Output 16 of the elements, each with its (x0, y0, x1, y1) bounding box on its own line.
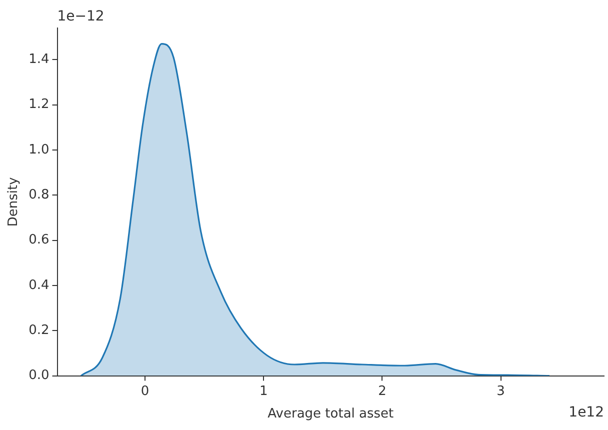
y-tick-label: 0.0 (28, 368, 50, 384)
y-tick-label: 0.8 (28, 188, 50, 202)
x-tick-label: 0 (140, 384, 150, 399)
y-tick-label: 1.4 (28, 52, 50, 67)
text: 1e12 (568, 404, 604, 420)
y-tick-label: 0.2 (28, 323, 50, 338)
y-tick-label: 0.4 (28, 278, 50, 293)
y-tick-label: 1.0 (28, 142, 50, 158)
text: 1e−12 (57, 8, 104, 25)
x-axis-title: Average total asset (268, 406, 394, 422)
x-tick-label: 2 (378, 384, 386, 399)
x-tick-label: 3 (496, 384, 505, 399)
y-tick-label: 0.6 (28, 232, 50, 248)
y-tick-label: 1.2 (28, 97, 50, 112)
x-tick-label: 1 (259, 384, 268, 399)
y-axis-title: Density (6, 176, 22, 227)
